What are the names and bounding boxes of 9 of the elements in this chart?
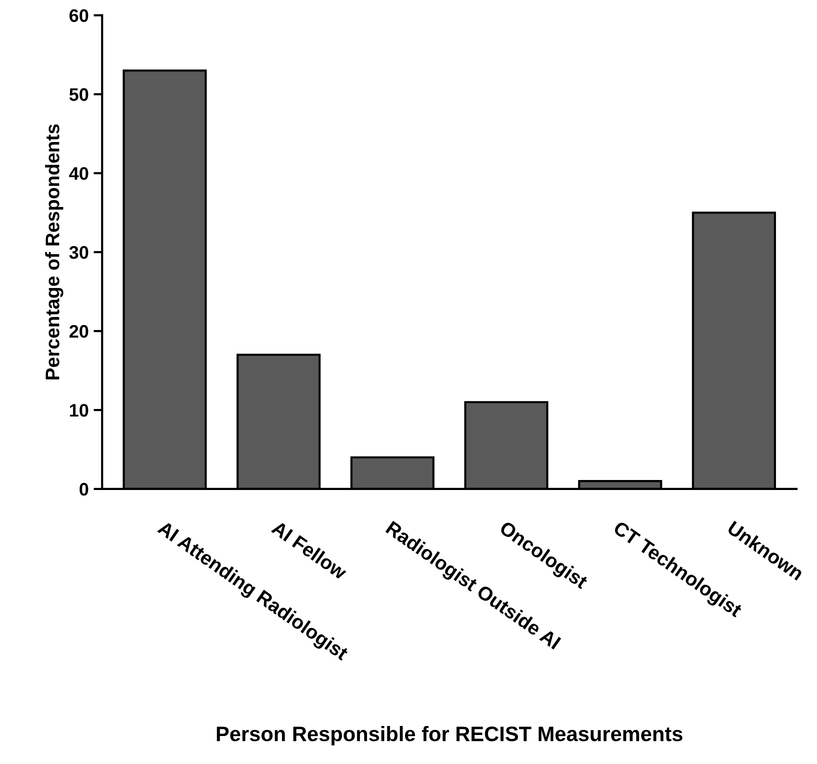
y-tick-label: 60: [70, 9, 88, 22]
y-tick-label: 0: [80, 482, 88, 496]
y-tick-label: 20: [69, 325, 88, 338]
y-tick-label: 10: [70, 404, 88, 417]
y-tick-label: 30: [69, 246, 88, 259]
y-tick-label: 40: [69, 167, 88, 180]
y-tick-label: 50: [69, 88, 88, 101]
y-axis-title: Percentage of Respondents: [45, 124, 64, 380]
x-axis-title: Person Responsible for RECIST Measurements: [216, 726, 682, 746]
